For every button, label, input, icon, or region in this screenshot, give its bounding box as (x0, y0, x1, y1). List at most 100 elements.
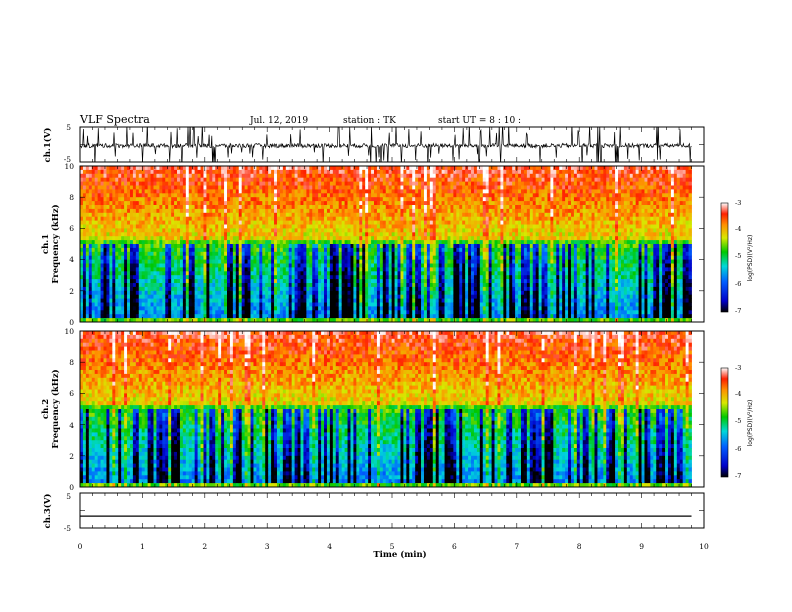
spectrogram-cell (141, 263, 146, 268)
spectrogram-cell (200, 244, 204, 249)
spectrogram-cell (362, 169, 366, 175)
spectrogram-cell (341, 294, 345, 299)
spectrogram-cell (324, 220, 328, 225)
spectrogram-cell (385, 275, 390, 280)
spectrogram-cell (268, 224, 272, 229)
spectrogram-cell (177, 201, 181, 206)
spectrogram-cell (141, 318, 146, 323)
spectrogram-cell (274, 302, 278, 307)
spectrogram-cell (315, 177, 319, 182)
spectrogram-cell (385, 294, 390, 299)
spectrogram-cell (112, 318, 116, 323)
spectrogram-cell (291, 306, 296, 311)
spectrogram-cell (315, 263, 319, 268)
spectrogram-cell (426, 205, 431, 210)
spectrogram-cell (209, 244, 213, 249)
spectrogram-cell (203, 286, 207, 292)
spectrogram-cell (418, 177, 422, 182)
spectrogram-cell (259, 193, 263, 198)
spectrogram-cell (100, 251, 104, 257)
spectrogram-cell (256, 259, 260, 264)
spectrogram-cell (309, 189, 313, 194)
spectrogram-cell (118, 275, 122, 280)
spectrogram-cell (138, 302, 143, 307)
spectrogram-cell (215, 197, 219, 202)
spectrogram-cell (353, 220, 357, 225)
spectrogram-cell (285, 255, 290, 260)
spectrogram-cell (235, 298, 240, 303)
spectrogram-cell (412, 279, 416, 284)
spectrogram-cell (276, 166, 281, 171)
spectrogram-cell (435, 177, 440, 182)
spectrogram-cell (218, 216, 222, 221)
spectrogram-cell (227, 306, 231, 311)
spectrogram-cell (341, 205, 345, 210)
spectrogram-cell (153, 205, 157, 210)
spectrogram-cell (141, 298, 146, 303)
spectrogram-cell (82, 173, 87, 179)
spectrogram-cell (259, 283, 263, 288)
spectrogram-cell (253, 189, 257, 194)
spectrogram-cell (294, 310, 298, 315)
spectrogram-cell (103, 294, 107, 299)
spectrogram-cell (335, 286, 340, 292)
spectrogram-cell (221, 314, 225, 319)
date-label: Jul. 12, 2019 (249, 116, 308, 126)
spectrogram-cell (423, 283, 428, 288)
spectrogram-cell (259, 294, 263, 299)
spectrogram-cell (388, 169, 393, 175)
spectrogram-cell (188, 263, 193, 268)
spectrogram-cell (238, 193, 243, 198)
spectrogram-cell (259, 271, 263, 276)
spectrogram-cell (247, 279, 251, 284)
spectrogram-cell (212, 302, 216, 307)
spectrogram-cell (347, 302, 351, 307)
spectrogram-cell (303, 205, 307, 210)
spectrogram-cell (171, 216, 175, 221)
spectrogram-cell (221, 197, 225, 202)
spectrogram-cell (288, 220, 293, 225)
spectrogram-cell (394, 224, 398, 229)
spectrogram-cell (426, 232, 431, 237)
spectrogram-cell (80, 286, 84, 292)
spectrogram-cell (409, 181, 413, 186)
spectrogram-cell (324, 302, 328, 307)
spectrogram-cell (179, 310, 184, 315)
spectrogram-cell (244, 189, 248, 194)
spectrogram-cell (229, 177, 234, 182)
spectrogram-cell (124, 173, 128, 179)
spectrogram-cell (127, 177, 131, 182)
spectrogram-cell (294, 247, 298, 253)
spectrogram-cell (397, 212, 401, 218)
spectrogram-cell (138, 177, 143, 182)
spectrogram-cell (174, 177, 178, 182)
spectrogram-cell (394, 302, 398, 307)
spectrogram-cell (191, 232, 196, 237)
spectrogram-cell (432, 177, 437, 182)
spectrogram-cell (97, 283, 101, 288)
spectrogram-cell (321, 263, 325, 268)
spectrogram-cell (376, 205, 381, 210)
spectrogram-cell (374, 302, 378, 307)
spectrogram-cell (368, 169, 372, 175)
spectrogram-cell (206, 247, 210, 253)
spectrogram-cell (391, 193, 395, 198)
spectrogram-cell (138, 228, 143, 233)
spectrogram-cell (315, 279, 319, 284)
spectrogram-cell (312, 173, 316, 179)
spectrogram-cell (400, 271, 404, 276)
spectrogram-cell (423, 236, 428, 241)
spectrogram-cell (147, 275, 151, 280)
spectrogram-cell (127, 208, 131, 214)
spectrogram-cell (138, 283, 143, 288)
spectrogram-cell (426, 263, 431, 268)
spectrogram-cell (103, 240, 107, 245)
spectrogram-cell (362, 302, 366, 307)
spectrogram-cell (391, 318, 395, 323)
spectrogram-cell (326, 263, 331, 268)
spectrogram-cell (338, 205, 343, 210)
spectrogram-cell (153, 232, 157, 237)
spectrogram-cell (403, 314, 407, 319)
spectrogram-cell (259, 201, 263, 206)
spectrogram-cell (400, 197, 404, 202)
